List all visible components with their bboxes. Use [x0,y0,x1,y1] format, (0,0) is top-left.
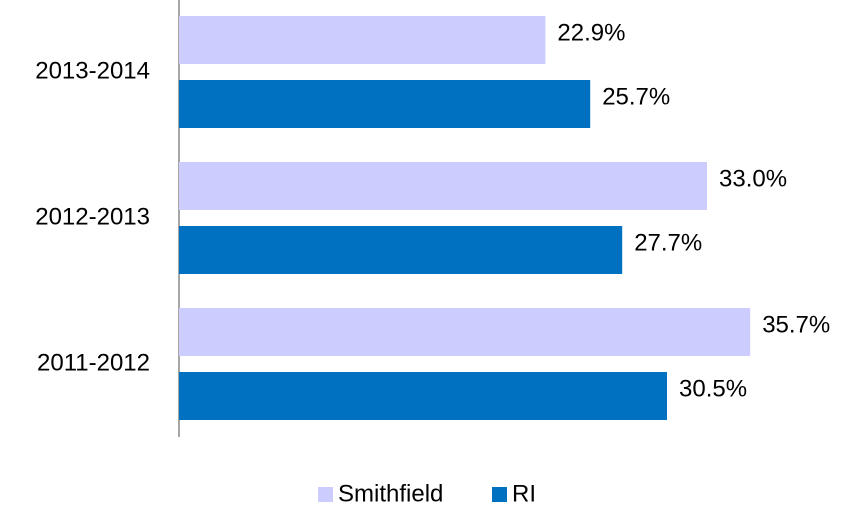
y-tick-label: 2013-2014 [35,57,150,84]
legend-label: RI [512,480,536,507]
bar [179,308,751,356]
bar [179,372,667,420]
legend-swatch [318,487,333,502]
data-label: 25.7% [602,83,670,110]
y-tick-label: 2012-2013 [35,203,150,230]
y-tick-label: 2011-2012 [37,349,150,376]
bar [179,162,707,210]
data-label: 33.0% [719,165,787,192]
data-label: 22.9% [557,19,625,46]
bar [179,80,591,128]
legend-swatch [492,487,507,502]
bar [179,226,623,274]
data-label: 27.7% [634,229,702,256]
bar [179,16,546,64]
data-label: 30.5% [679,375,747,402]
data-label: 35.7% [762,311,830,338]
legend-label: Smithfield [338,480,443,507]
